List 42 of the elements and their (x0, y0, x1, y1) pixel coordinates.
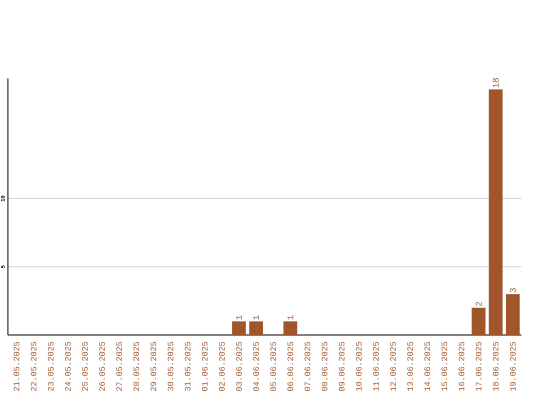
x-tick-label: 29.05.2025 (150, 342, 156, 391)
data-label: 2 (476, 302, 482, 306)
x-tick-label: 17.06.2025 (476, 342, 482, 391)
x-tick-label: 25.05.2025 (82, 342, 88, 391)
x-tick-label: 12.06.2025 (390, 342, 396, 391)
bar (472, 308, 486, 335)
x-tick-label: 22.05.2025 (30, 342, 36, 391)
data-label: 1 (287, 315, 294, 320)
x-tick-label: 10.06.2025 (356, 342, 362, 391)
x-tick-label: 08.06.2025 (322, 342, 328, 391)
x-tick-label: 23.05.2025 (48, 342, 54, 391)
x-tick-label: 13.06.2025 (407, 342, 413, 391)
data-label: 18 (492, 78, 499, 88)
x-tick-label: 15.06.2025 (442, 342, 448, 391)
x-tick-label: 02.06.2025 (219, 342, 225, 391)
x-tick-label: 06.06.2025 (287, 342, 294, 391)
x-tick-label: 09.06.2025 (338, 342, 344, 391)
x-tick-label: 26.05.2025 (99, 342, 105, 391)
x-tick-label: 01.06.2025 (202, 342, 208, 391)
bar (488, 89, 503, 335)
x-tick-label: 21.05.2025 (14, 342, 20, 391)
x-tick-label: 27.05.2025 (116, 342, 122, 391)
data-label: 1 (236, 315, 242, 320)
x-tick-label: 24.05.2025 (64, 342, 71, 391)
x-tick-label: 04.06.2025 (253, 342, 259, 391)
x-tick-label: 18.06.2025 (492, 342, 499, 391)
x-tick-label: 11.06.2025 (373, 342, 379, 391)
bar (283, 321, 298, 335)
x-tick-label: 31.05.2025 (184, 342, 190, 391)
data-label: 1 (253, 315, 259, 320)
x-tick-label: 28.05.2025 (133, 342, 140, 391)
x-tick-label: 19.06.2025 (510, 342, 516, 391)
x-tick-label: 30.05.2025 (168, 342, 174, 391)
data-label: 3 (510, 288, 516, 292)
x-tick-label: 16.06.2025 (458, 342, 464, 391)
bar (232, 321, 246, 335)
x-tick-label: 07.06.2025 (304, 342, 310, 391)
x-tick-label: 03.06.2025 (236, 342, 242, 391)
bar (506, 294, 520, 335)
bar (249, 321, 263, 335)
x-tick-label: 14.06.2025 (424, 342, 430, 391)
x-tick-label: 05.06.2025 (270, 342, 276, 391)
